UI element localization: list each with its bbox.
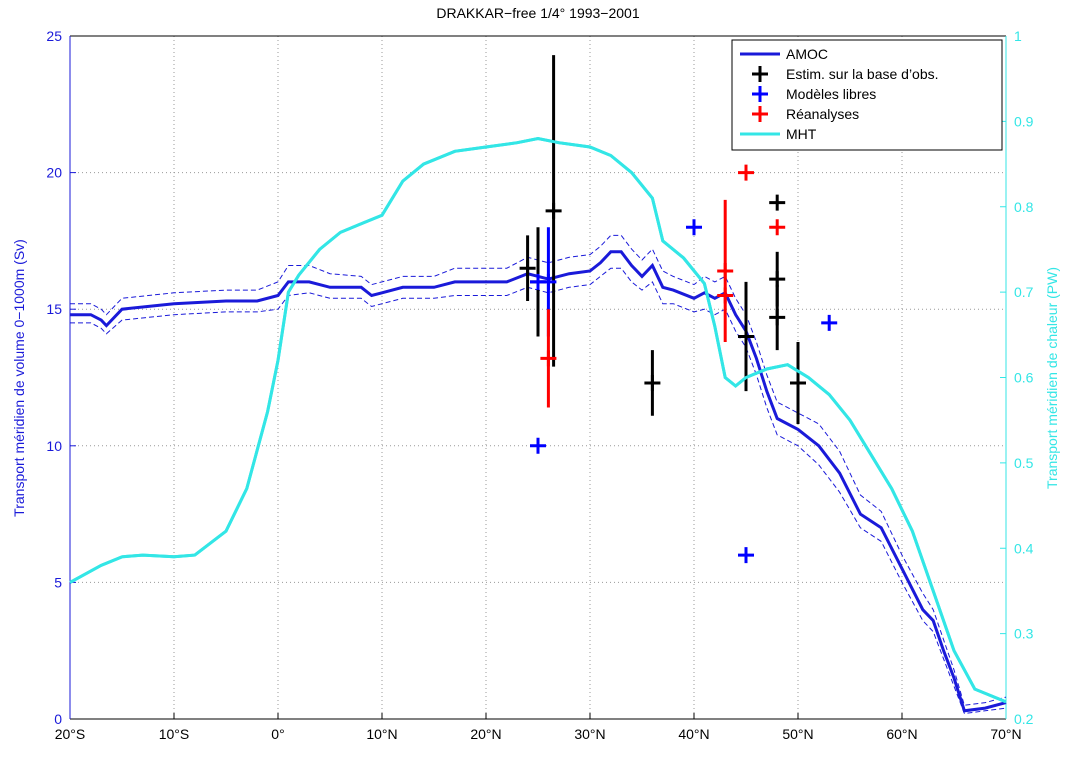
marker [717, 262, 734, 279]
legend-box [731, 39, 1003, 151]
marker [545, 202, 562, 219]
y-tick-label: 0 [54, 711, 62, 727]
marker [738, 547, 754, 564]
x-tick-label: 40°N [678, 726, 709, 742]
y-tick-label: 25 [46, 28, 62, 44]
y2-tick-label: 0.6 [1014, 370, 1034, 386]
marker [530, 273, 546, 290]
legend-label: Réanalyses [786, 106, 859, 122]
marker [769, 309, 786, 326]
legend-swatch [752, 106, 768, 122]
legend-label: Estim. sur la base d’obs. [786, 66, 939, 82]
chart-title: DRAKKAR−free 1/4° 1993−2001 [436, 5, 640, 21]
marker [769, 219, 786, 236]
x-tick-label: 0° [271, 726, 284, 742]
y2-tick-label: 0.7 [1014, 284, 1034, 300]
y-tick-label: 10 [46, 438, 62, 454]
amoc-band [70, 234, 1007, 706]
x-tick-label: 10°N [366, 726, 397, 742]
marker [644, 374, 661, 391]
y2-tick-label: 0.2 [1014, 711, 1034, 727]
x-tick-label: 50°N [782, 726, 813, 742]
marker [686, 219, 702, 236]
marker [519, 260, 536, 277]
line [69, 136, 1007, 704]
marker [769, 271, 786, 288]
legend-label: AMOC [786, 46, 828, 62]
marker [530, 437, 546, 454]
marker [540, 350, 557, 367]
x-tick-label: 30°N [574, 726, 605, 742]
x-tick-label: 10°S [159, 726, 190, 742]
marker [738, 328, 754, 345]
marker [738, 164, 754, 181]
y2-tick-label: 0.4 [1014, 540, 1034, 556]
y2-tick-label: 0.9 [1014, 113, 1034, 129]
y-tick-label: 5 [54, 574, 62, 590]
y-axis-label: Transport méridien de volume 0−1000m (Sv… [11, 239, 27, 517]
marker [769, 194, 786, 211]
y2-axis-label: Transport méridien de chaleur (PW) [1044, 267, 1060, 489]
x-tick-label: 20°S [55, 726, 86, 742]
y2-tick-label: 1 [1014, 28, 1022, 44]
line [70, 250, 1007, 713]
y2-tick-label: 0.8 [1014, 199, 1034, 215]
y2-tick-label: 0.3 [1014, 626, 1034, 642]
x-tick-label: 20°N [470, 726, 501, 742]
marker [790, 374, 806, 391]
x-tick-label: 70°N [990, 726, 1021, 742]
y2-tick-label: 0.5 [1014, 455, 1034, 471]
y-tick-label: 15 [46, 301, 62, 317]
legend-label: Modèles libres [786, 86, 876, 102]
legend-label: MHT [786, 126, 817, 142]
y-tick-label: 20 [46, 165, 62, 181]
legend-swatch [752, 86, 768, 102]
marker [821, 314, 838, 331]
x-tick-label: 60°N [886, 726, 917, 742]
marker [717, 287, 734, 304]
legend-swatch [752, 66, 768, 82]
amoc-band [70, 267, 1007, 715]
